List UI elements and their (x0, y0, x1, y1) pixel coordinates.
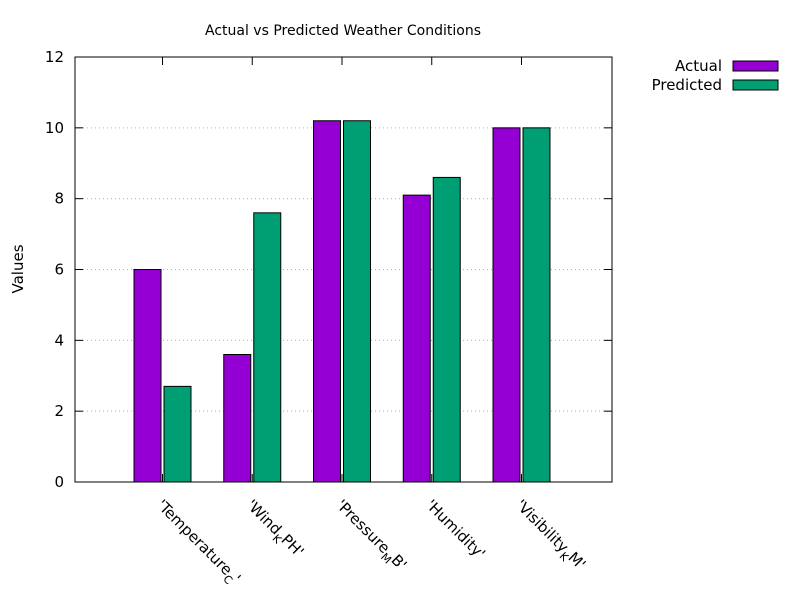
x-tick-label: 'WindKPH' (240, 496, 308, 564)
y-tick-label: 2 (54, 402, 64, 420)
bar-predicted-1 (253, 212, 282, 483)
x-tick-label: 'VisibilityKM' (509, 496, 589, 576)
bar-actual-4 (492, 127, 521, 483)
legend-label-predicted: Predicted (652, 76, 722, 94)
y-tick-label: 0 (54, 473, 64, 491)
legend-swatch-actual (732, 60, 779, 72)
bar-actual-2 (313, 120, 341, 483)
x-tick-label-main: 'Pressure (333, 496, 394, 557)
legend-label-actual: Actual (675, 57, 722, 75)
bars (133, 120, 551, 483)
x-tick-label-main: 'Visibility (512, 496, 572, 556)
bar-actual-1 (223, 354, 252, 483)
bar-predicted-3 (432, 176, 461, 483)
y-tick-label: 10 (45, 119, 64, 137)
bar-actual-0 (133, 269, 162, 483)
bar-predicted-4 (522, 127, 551, 483)
y-tick-label: 12 (45, 48, 64, 66)
y-axis-ticks: 0 2 4 6 8 10 12 (45, 48, 612, 491)
x-tick-label-main: 'Temperature (153, 496, 236, 579)
y-axis-label: Values (9, 244, 27, 293)
y-tick-label: 8 (54, 190, 64, 208)
y-tick-label: 6 (54, 261, 64, 279)
x-tick-label: 'PressureMB' (330, 496, 411, 577)
x-tick-label: 'Humidity' (422, 496, 489, 563)
bar-predicted-2 (343, 120, 371, 483)
x-tick-label: 'TemperatureC' (150, 496, 244, 590)
bar-predicted-0 (163, 385, 192, 483)
y-tick-label: 4 (54, 331, 64, 349)
bar-actual-3 (402, 194, 431, 483)
x-tick-label-main: 'Humidity' (422, 496, 489, 563)
legend-swatch-predicted (732, 79, 779, 91)
chart-title: Actual vs Predicted Weather Conditions (205, 23, 481, 39)
